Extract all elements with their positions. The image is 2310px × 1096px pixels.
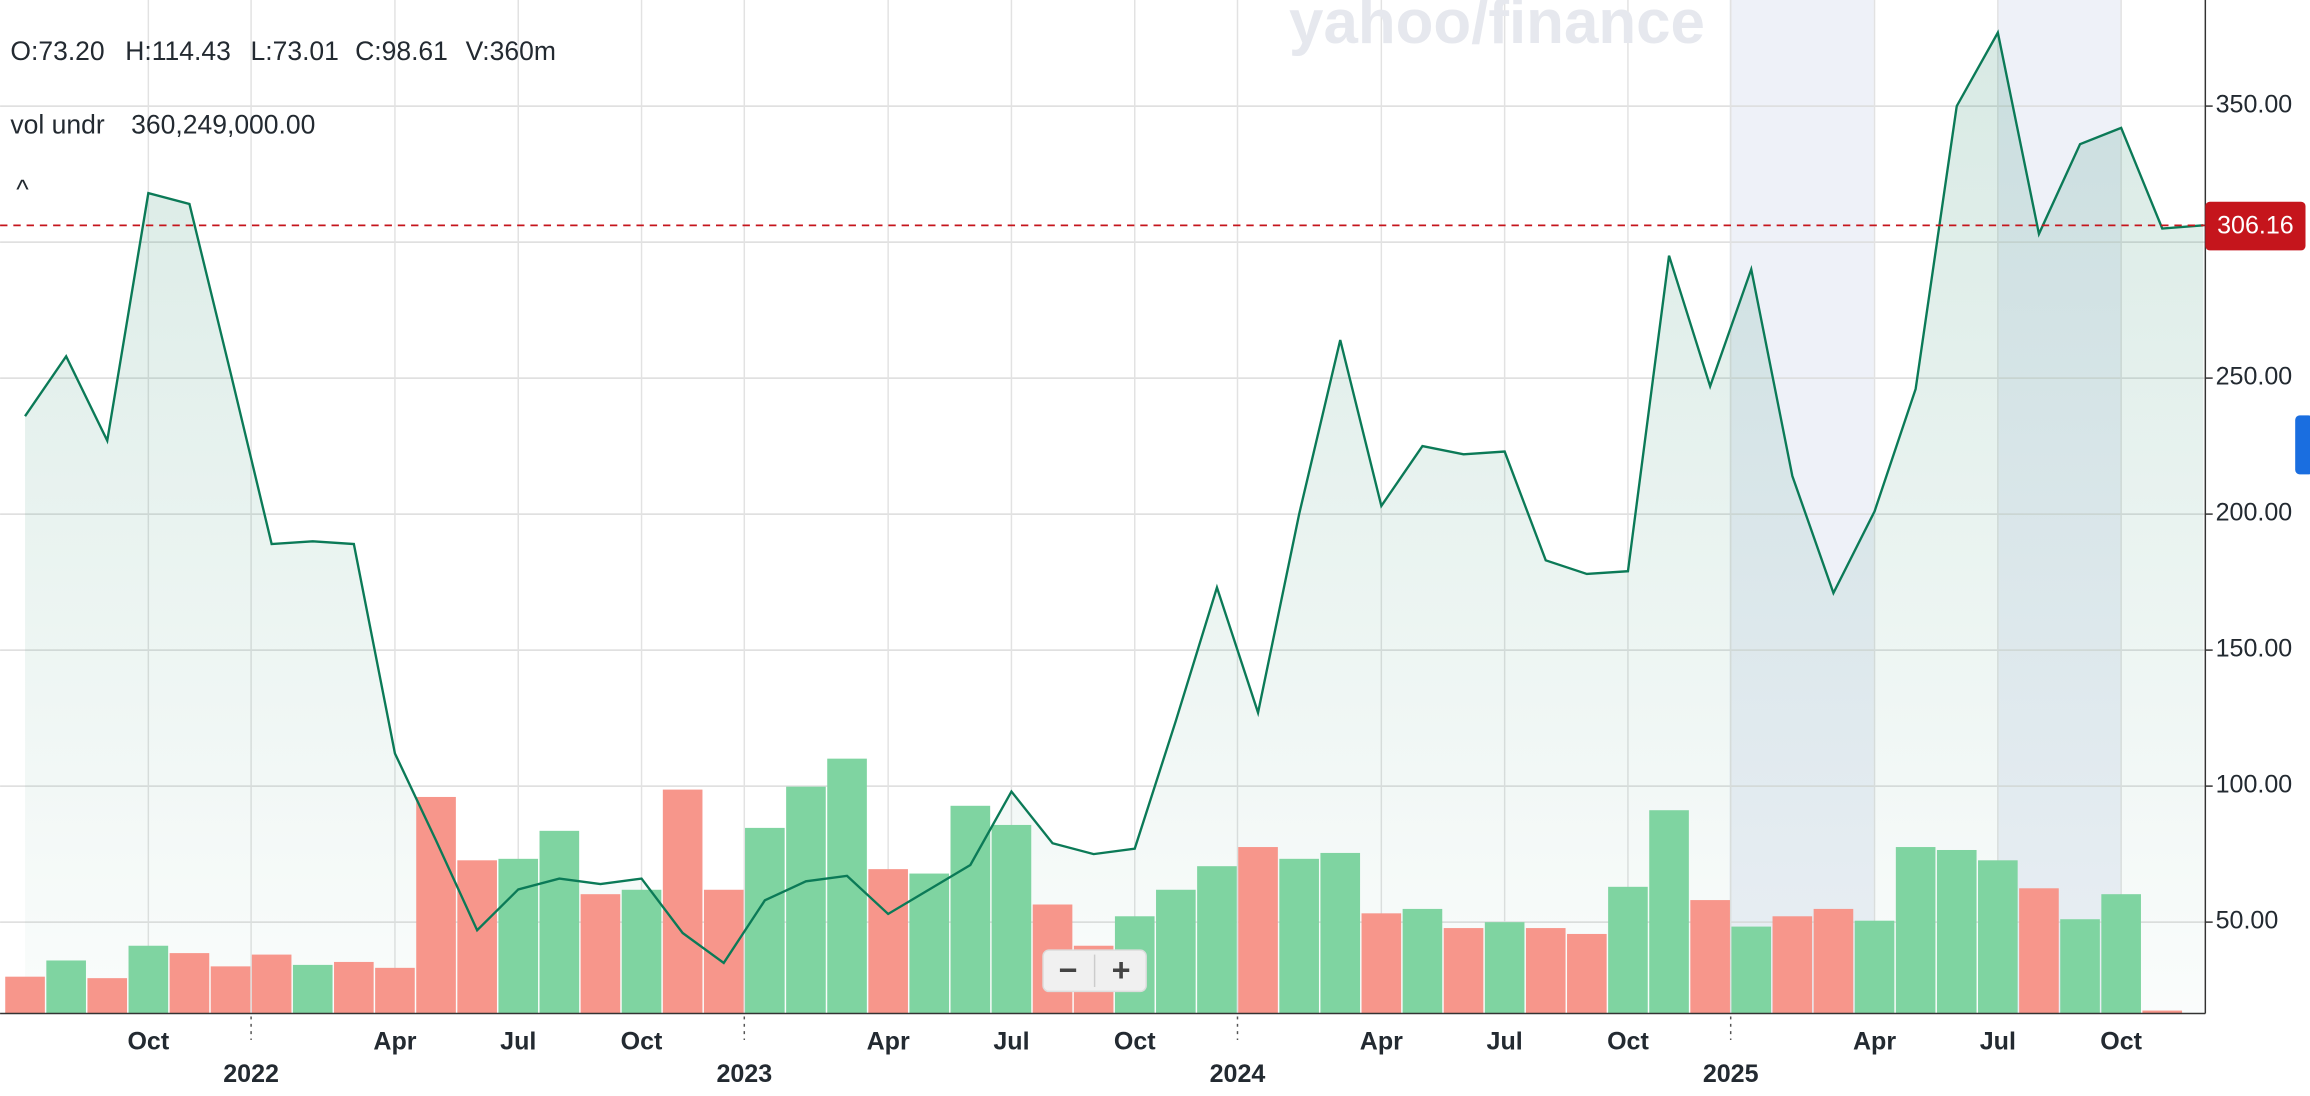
volume-bar xyxy=(621,889,662,1014)
y-tick-label: 200.00 xyxy=(2216,499,2293,527)
x-tick-label: Jul xyxy=(500,1028,536,1056)
x-tick-label: Jul xyxy=(1487,1028,1523,1056)
ohlcv-low: L:73.01 xyxy=(251,36,339,66)
volume-bar xyxy=(868,869,908,1014)
volume-bar xyxy=(210,966,251,1014)
volume-bar xyxy=(334,961,374,1014)
x-tick-label: Jul xyxy=(993,1028,1029,1056)
y-tick-label: 350.00 xyxy=(2216,91,2293,119)
volume-bar xyxy=(909,873,950,1014)
volume-study-value: 360,249,000.00 xyxy=(131,110,315,140)
volume-bar xyxy=(416,796,456,1014)
volume-bar xyxy=(87,978,128,1014)
current-price-label: 306.16 xyxy=(2217,211,2294,239)
volume-bar xyxy=(169,953,210,1014)
volume-bar xyxy=(292,964,333,1014)
price-area xyxy=(25,32,2204,1014)
zoom-out-button[interactable]: − xyxy=(1059,952,1078,988)
volume-bar xyxy=(128,945,169,1014)
zoom-in-button[interactable]: + xyxy=(1112,952,1131,988)
x-tick-label: Apr xyxy=(373,1028,416,1056)
volume-bar xyxy=(662,789,703,1014)
volume-bar xyxy=(1772,916,1813,1014)
x-year-label: 2025 xyxy=(1703,1060,1759,1088)
volume-bar xyxy=(1197,866,1237,1014)
volume-bar xyxy=(2019,888,2059,1014)
y-tick-label: 150.00 xyxy=(2216,635,2293,663)
volume-bar xyxy=(1320,852,1361,1014)
volume-bar xyxy=(1238,847,1278,1014)
volume-bar xyxy=(580,894,621,1014)
y-tick-label: 50.00 xyxy=(2216,907,2279,935)
volume-bar xyxy=(1936,849,1977,1014)
volume-bar xyxy=(1156,889,1196,1014)
x-tick-label: Apr xyxy=(1853,1028,1896,1056)
volume-bar xyxy=(2142,1010,2183,1014)
volume-bar xyxy=(1443,928,1484,1014)
volume-bar xyxy=(1484,922,1525,1014)
x-tick-label: Oct xyxy=(1114,1028,1156,1056)
volume-bar xyxy=(991,824,1032,1014)
x-tick-label: Oct xyxy=(621,1028,663,1056)
volume-bar xyxy=(1854,920,1895,1014)
volume-bar xyxy=(1608,886,1648,1014)
y-tick-label: 250.00 xyxy=(2216,363,2293,391)
volume-bar xyxy=(1525,928,1566,1014)
price-line xyxy=(24,29,2204,965)
x-year-label: 2024 xyxy=(1210,1060,1266,1088)
x-tick-label: Oct xyxy=(2100,1028,2142,1056)
volume-bar xyxy=(1402,908,1443,1014)
x-tick-label: Apr xyxy=(867,1028,910,1056)
collapse-toggle[interactable]: ^ xyxy=(16,175,29,205)
x-tick-label: Jul xyxy=(1980,1028,2016,1056)
volume-bar xyxy=(1361,913,1402,1014)
x-tick-label: Oct xyxy=(1607,1028,1649,1056)
volume-bar xyxy=(703,889,744,1014)
volume-bar xyxy=(1690,900,1730,1014)
volume-bar xyxy=(1813,908,1854,1014)
ohlcv-volume: V:360m xyxy=(466,36,556,66)
zoom-control: − + xyxy=(1042,949,1147,993)
volume-study-name: vol undr xyxy=(10,110,104,140)
volume-bar xyxy=(786,786,826,1014)
x-tick-label: Apr xyxy=(1360,1028,1403,1056)
ohlcv-high: H:114.43 xyxy=(125,36,231,66)
volume-bar xyxy=(950,805,991,1014)
volume-bar xyxy=(1978,860,2018,1014)
volume-bar xyxy=(375,967,415,1014)
volume-bar xyxy=(457,860,497,1014)
volume-bar xyxy=(1567,933,1607,1014)
side-panel-tab[interactable] xyxy=(2295,415,2310,475)
ohlcv-close: C:98.61 xyxy=(355,36,448,66)
x-tick-label: Oct xyxy=(127,1028,169,1056)
volume-bar xyxy=(498,858,539,1014)
volume-bar xyxy=(5,976,45,1014)
volume-bar xyxy=(1731,926,1772,1014)
y-tick-label: 100.00 xyxy=(2216,771,2293,799)
volume-bar xyxy=(1895,847,1936,1014)
volume-bar xyxy=(827,758,867,1014)
x-year-label: 2022 xyxy=(223,1060,279,1088)
volume-bar xyxy=(1279,858,1319,1014)
watermark: yahoo/finance xyxy=(1289,0,1705,57)
volume-bar xyxy=(46,960,86,1014)
volume-bar xyxy=(539,830,580,1014)
x-year-label: 2023 xyxy=(716,1060,772,1088)
volume-bar xyxy=(2060,919,2100,1014)
volume-bar xyxy=(2101,894,2141,1014)
ohlcv-open: O:73.20 xyxy=(10,36,104,66)
volume-bar xyxy=(251,954,292,1014)
current-price-badge xyxy=(2205,201,2306,251)
volume-bar xyxy=(1649,810,1689,1014)
